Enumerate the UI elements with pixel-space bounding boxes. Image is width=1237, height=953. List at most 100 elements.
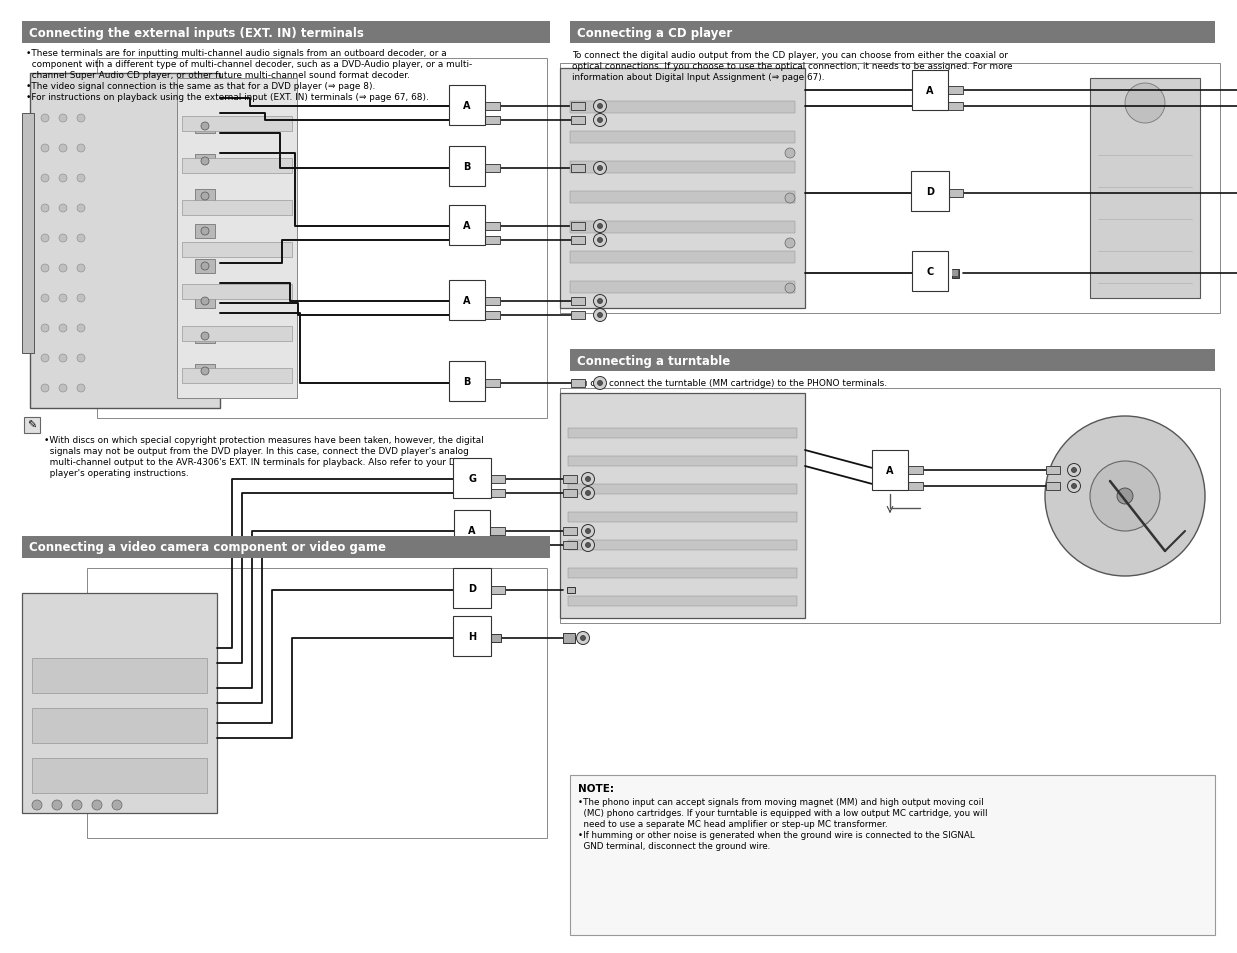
FancyBboxPatch shape — [948, 103, 962, 111]
FancyBboxPatch shape — [563, 527, 576, 536]
Text: A: A — [463, 221, 471, 231]
Circle shape — [1071, 468, 1076, 473]
FancyBboxPatch shape — [484, 236, 500, 245]
Circle shape — [59, 145, 67, 152]
Circle shape — [77, 294, 85, 303]
Circle shape — [1117, 489, 1133, 504]
Text: C: C — [927, 267, 934, 276]
FancyBboxPatch shape — [195, 294, 215, 309]
Text: ✎: ✎ — [27, 420, 37, 431]
Circle shape — [59, 205, 67, 213]
Circle shape — [41, 174, 49, 183]
FancyBboxPatch shape — [563, 634, 575, 643]
Text: •If humming or other noise is generated when the ground wire is connected to the: •If humming or other noise is generated … — [578, 830, 975, 840]
Circle shape — [581, 473, 595, 486]
Circle shape — [41, 325, 49, 333]
Circle shape — [1045, 416, 1205, 577]
FancyBboxPatch shape — [177, 79, 297, 398]
Text: multi-channel output to the AVR-4306's EXT. IN terminals for playback. Also refe: multi-channel output to the AVR-4306's E… — [45, 457, 469, 467]
Circle shape — [597, 314, 602, 318]
FancyBboxPatch shape — [563, 476, 576, 483]
FancyBboxPatch shape — [32, 708, 207, 743]
Circle shape — [200, 297, 209, 306]
Circle shape — [59, 265, 67, 273]
Text: player's operating instructions.: player's operating instructions. — [45, 469, 188, 477]
FancyBboxPatch shape — [570, 350, 1215, 372]
Circle shape — [77, 355, 85, 363]
FancyBboxPatch shape — [182, 243, 292, 257]
Text: A: A — [463, 101, 471, 111]
FancyBboxPatch shape — [182, 117, 292, 132]
FancyBboxPatch shape — [570, 222, 795, 233]
Circle shape — [59, 174, 67, 183]
Circle shape — [41, 205, 49, 213]
Circle shape — [1071, 484, 1076, 489]
FancyBboxPatch shape — [567, 587, 575, 594]
Text: GND terminal, disconnect the ground wire.: GND terminal, disconnect the ground wire… — [578, 841, 771, 850]
FancyBboxPatch shape — [948, 190, 962, 198]
FancyBboxPatch shape — [907, 482, 923, 491]
FancyBboxPatch shape — [568, 429, 797, 438]
FancyBboxPatch shape — [30, 74, 220, 409]
Text: •For instructions on playback using the external input (EXT. IN) terminals (⇒ pa: •For instructions on playback using the … — [26, 92, 429, 102]
Circle shape — [594, 114, 606, 128]
FancyBboxPatch shape — [952, 271, 957, 276]
FancyBboxPatch shape — [570, 102, 795, 113]
Text: NOTE:: NOTE: — [578, 783, 614, 793]
Circle shape — [77, 174, 85, 183]
Text: Connecting a video camera component or video game: Connecting a video camera component or v… — [28, 541, 386, 554]
FancyBboxPatch shape — [571, 223, 585, 231]
FancyBboxPatch shape — [484, 117, 500, 125]
Circle shape — [581, 525, 595, 537]
Text: You can connect the turntable (MM cartridge) to the PHONO terminals.: You can connect the turntable (MM cartri… — [571, 378, 887, 388]
FancyBboxPatch shape — [22, 113, 33, 354]
FancyBboxPatch shape — [571, 236, 585, 245]
FancyBboxPatch shape — [948, 87, 962, 95]
FancyBboxPatch shape — [571, 312, 585, 319]
Text: G: G — [468, 474, 476, 483]
Text: optical connections. If you choose to use the optical connection, it needs to be: optical connections. If you choose to us… — [571, 62, 1013, 71]
FancyBboxPatch shape — [570, 162, 795, 173]
Circle shape — [597, 238, 602, 243]
FancyBboxPatch shape — [571, 103, 585, 111]
Circle shape — [200, 193, 209, 201]
Text: (MC) phono cartridges. If your turntable is equipped with a low output MC cartri: (MC) phono cartridges. If your turntable… — [578, 808, 987, 817]
FancyBboxPatch shape — [195, 330, 215, 344]
FancyBboxPatch shape — [484, 379, 500, 388]
Circle shape — [597, 167, 602, 172]
FancyBboxPatch shape — [182, 327, 292, 341]
FancyBboxPatch shape — [484, 223, 500, 231]
Circle shape — [1124, 84, 1165, 124]
Circle shape — [77, 205, 85, 213]
FancyBboxPatch shape — [570, 22, 1215, 44]
FancyBboxPatch shape — [195, 365, 215, 378]
Circle shape — [200, 228, 209, 235]
Text: •The phono input can accept signals from moving magnet (MM) and high output movi: •The phono input can accept signals from… — [578, 797, 983, 806]
Circle shape — [1068, 464, 1080, 477]
Circle shape — [1068, 480, 1080, 493]
Text: B: B — [464, 376, 471, 387]
FancyBboxPatch shape — [1047, 467, 1060, 475]
Circle shape — [72, 801, 82, 810]
Circle shape — [77, 234, 85, 243]
FancyBboxPatch shape — [568, 568, 797, 578]
FancyBboxPatch shape — [195, 225, 215, 239]
FancyBboxPatch shape — [489, 527, 505, 536]
FancyBboxPatch shape — [24, 417, 40, 434]
FancyBboxPatch shape — [563, 490, 576, 497]
FancyBboxPatch shape — [32, 659, 207, 693]
FancyBboxPatch shape — [570, 775, 1215, 935]
FancyBboxPatch shape — [568, 484, 797, 495]
Text: D: D — [468, 583, 476, 594]
Circle shape — [41, 234, 49, 243]
Circle shape — [41, 145, 49, 152]
Circle shape — [59, 294, 67, 303]
Text: Connecting a turntable: Connecting a turntable — [576, 355, 730, 367]
Text: H: H — [468, 631, 476, 641]
FancyBboxPatch shape — [571, 165, 585, 172]
Circle shape — [200, 123, 209, 131]
FancyBboxPatch shape — [484, 165, 500, 172]
Text: signals may not be output from the DVD player. In this case, connect the DVD pla: signals may not be output from the DVD p… — [45, 447, 469, 456]
Circle shape — [41, 355, 49, 363]
Circle shape — [59, 115, 67, 123]
